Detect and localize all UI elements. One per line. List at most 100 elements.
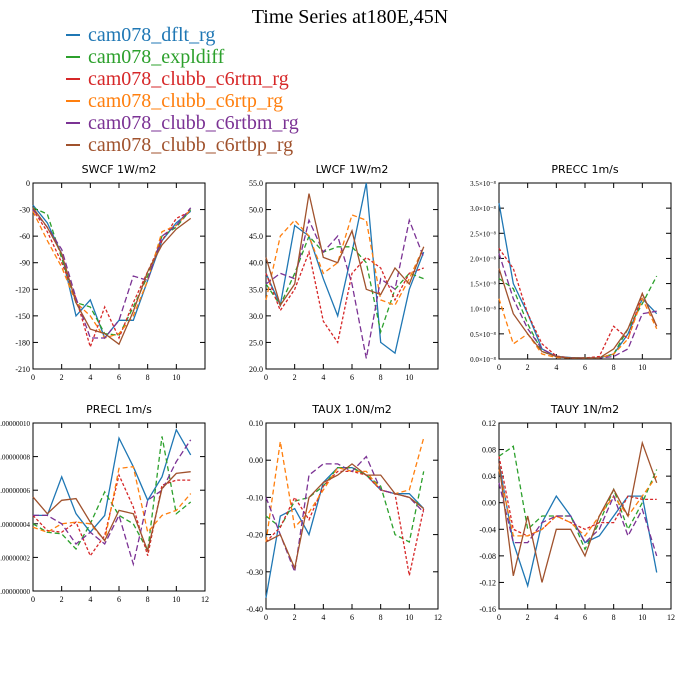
y-tick-label: -210	[15, 365, 30, 374]
y-tick-label: -120	[15, 285, 30, 294]
plot-frame	[265, 422, 439, 610]
x-tick-label: 2	[526, 363, 530, 372]
y-tick-label: -180	[15, 338, 30, 347]
x-tick-label: 4	[88, 373, 92, 382]
legend-label: cam078_expldiff	[88, 45, 225, 68]
series-line	[498, 253, 657, 359]
x-tick-label: 2	[60, 595, 64, 604]
y-tick-label: 55.0	[249, 179, 263, 188]
plot-frame	[32, 422, 206, 592]
chart-panel: TAUX 1.0N/m2 -0.40 -0.30 -0.20 -0.10 0.00 0.10…	[246, 403, 442, 622]
x-tick-label: 8	[146, 373, 150, 382]
figure-title: Time Series at180E,45N	[251, 6, 449, 28]
legend-item: cam078_clubb_c6rtp_rg	[66, 90, 299, 112]
series-line	[498, 456, 657, 537]
x-tick-label: 10	[405, 373, 413, 382]
y-tick-label: -0.10	[246, 493, 263, 502]
series-line	[265, 466, 425, 598]
series-line	[265, 437, 425, 543]
y-tick-label: 0.0×10⁻⁸	[470, 356, 496, 364]
panel-title: SWCF 1W/m2	[82, 163, 157, 176]
chart-panel: TAUY 1N/m2 -0.16 -0.12 -0.08 -0.04 0.00 0.04 0.…	[479, 403, 675, 622]
legend-item: cam078_clubb_c6rtbp_rg	[66, 134, 299, 156]
x-tick-label: 10	[638, 363, 646, 372]
x-tick-label: 12	[434, 613, 442, 622]
legend-swatch	[66, 122, 80, 124]
y-tick-label: -0.20	[246, 531, 263, 540]
y-tick-label: 2.0×10⁻⁸	[470, 255, 496, 263]
panel-title: PRECC 1m/s	[551, 163, 619, 176]
y-tick-label: -0.16	[479, 605, 496, 614]
y-tick-label: 0.00000000	[0, 588, 31, 596]
y-tick-label: 40.0	[249, 259, 263, 268]
legend-item: cam078_clubb_c6rtm_rg	[66, 68, 299, 90]
x-tick-label: 4	[321, 613, 325, 622]
y-tick-label: -30	[19, 206, 30, 215]
x-tick-label: 6	[117, 595, 121, 604]
panel-title: TAUY 1N/m2	[550, 403, 619, 416]
x-tick-label: 2	[60, 373, 64, 382]
x-tick-label: 6	[583, 363, 587, 372]
series-line	[32, 207, 192, 336]
x-tick-label: 0	[31, 373, 35, 382]
x-tick-label: 0	[264, 373, 268, 382]
series-line	[498, 268, 658, 359]
legend-swatch	[66, 100, 80, 102]
y-tick-label: -150	[15, 312, 30, 321]
y-tick-label: 1.5×10⁻⁸	[470, 281, 496, 289]
y-tick-label: 35.0	[249, 285, 263, 294]
y-tick-label: 3.0×10⁻⁸	[470, 205, 496, 213]
y-tick-label: 0.00	[482, 499, 496, 508]
y-tick-label: -0.40	[246, 605, 263, 614]
series-line	[265, 463, 425, 571]
x-tick-label: 10	[638, 613, 646, 622]
chart-panel: LWCF 1W/m2 20.0 25.0 30.0 35.0 40.0 45.0 50.0 55…	[249, 163, 439, 382]
x-tick-label: 8	[146, 595, 150, 604]
y-tick-label: 20.0	[249, 365, 263, 374]
x-tick-label: 0	[497, 613, 501, 622]
series-line	[265, 466, 425, 543]
legend-label: cam078_dflt_rg	[88, 23, 216, 46]
legend-swatch	[66, 144, 80, 146]
y-tick-label: -0.12	[479, 578, 496, 587]
x-tick-label: 6	[117, 373, 121, 382]
legend-label: cam078_clubb_c6rtbm_rg	[88, 111, 299, 134]
panel-title: PRECL 1m/s	[86, 403, 152, 416]
y-tick-label: -0.04	[479, 525, 496, 534]
series-line	[265, 214, 425, 307]
series-line	[498, 462, 658, 589]
x-tick-label: 10	[172, 373, 180, 382]
y-tick-label: -0.30	[246, 568, 263, 577]
chart-panel: PRECC 1m/s 0.0×10⁻⁸ 0.5×10⁻⁸ 1.0×10⁻⁸ 1.5×10…	[470, 163, 672, 372]
legend-label: cam078_clubb_c6rtbp_rg	[88, 133, 294, 156]
y-tick-label: 0.5×10⁻⁸	[470, 331, 496, 339]
series-line	[32, 204, 192, 340]
legend-item: cam078_clubb_c6rtbm_rg	[66, 112, 299, 134]
plot-frame	[32, 182, 206, 370]
series-line	[32, 209, 191, 349]
x-tick-label: 4	[554, 363, 558, 372]
x-tick-label: 10	[405, 613, 413, 622]
x-tick-label: 0	[497, 363, 501, 372]
legend-label: cam078_clubb_c6rtm_rg	[88, 67, 289, 90]
x-tick-label: 8	[379, 373, 383, 382]
panel-title: LWCF 1W/m2	[316, 163, 389, 176]
x-tick-label: 6	[350, 373, 354, 382]
series-line	[265, 470, 425, 576]
y-tick-label: 1.0×10⁻⁸	[470, 306, 496, 314]
series-line	[32, 207, 192, 339]
y-tick-label: 0.00000008	[0, 454, 31, 462]
x-tick-label: 6	[583, 613, 587, 622]
x-tick-label: 4	[321, 373, 325, 382]
series-line	[265, 193, 425, 307]
y-tick-label: 0.04	[482, 472, 496, 481]
x-tick-label: 8	[612, 363, 616, 372]
legend-swatch	[66, 34, 80, 36]
x-tick-label: 2	[293, 373, 297, 382]
x-tick-label: 6	[350, 613, 354, 622]
y-tick-label: 50.0	[249, 206, 263, 215]
x-tick-label: 0	[264, 613, 268, 622]
chart-panel: PRECL 1m/s 0.00000000 0.00000002 0.00000004…	[0, 403, 209, 604]
